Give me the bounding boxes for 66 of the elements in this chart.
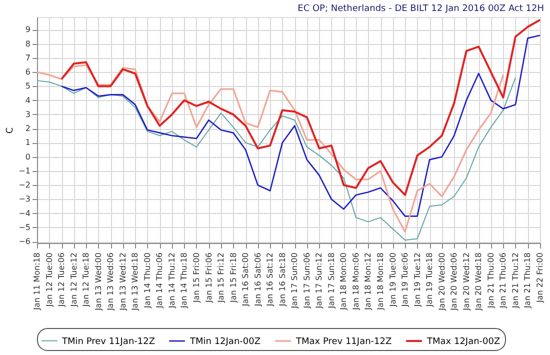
x-tick-label: Jan 19 Tue:18 [425,252,434,308]
x-tick-label: Jan 12 Tue:00 [44,252,54,308]
y-tick-label: 7 [25,53,30,62]
x-tick-label: Jan 12 Tue:18 [82,252,91,308]
x-tick-label: Jan 19 Tue:12 [412,252,422,308]
x-tick-label: Jan 11 Mon:18 [32,252,42,311]
y-tick-label: −3 [18,194,30,204]
x-tick-label: Jan 16 Sat:00 [241,252,250,308]
x-tick-label: Jan 16 Sat:06 [253,252,262,308]
y-tick-label: −5 [18,222,30,232]
x-tick-label: Jan 20 Wed:12 [462,252,471,312]
y-tick-label: −2 [18,180,30,190]
x-tick-label: Jan 17 Sun:18 [326,252,336,310]
y-tick-label: 8 [25,39,30,48]
x-tick-label: Jan 13 Wed:06 [106,252,116,312]
y-tick-label: 3 [25,110,30,119]
x-tick-label: Jan 17 Sun:06 [302,252,312,310]
x-tick-label: Jan 20 Wed:00 [437,252,446,312]
x-tick-label: Jan 16 Sat:12 [266,252,275,308]
legend-label: TMax 12Jan-00Z [426,337,500,347]
y-tick-label: 0 [25,152,30,162]
x-tick-label: Jan 21 Thu:18 [523,252,532,309]
legend-label: TMax Prev 11Jan-12Z [295,337,392,347]
x-tick-label: Jan 19 Tue:00 [388,252,398,308]
x-tick-label: Jan 14 Thu:06 [155,252,164,309]
y-axis-title: C [6,127,16,134]
legend-label: TMin Prev 11Jan-12Z [61,336,156,347]
x-tick-label: Jan 17 Sun:00 [290,252,300,310]
x-tick-label: Jan 18 Mon:06 [351,252,360,311]
x-tick-label: Jan 20 Wed:18 [474,252,484,312]
y-tick-label: −6 [18,237,30,246]
line-series [60,34,541,217]
x-tick-label: Jan 13 Wed:12 [118,252,128,312]
x-tick-label: Jan 15 Fri:06 [204,252,214,304]
x-tick-label: Jan 14 Thu:12 [167,252,176,309]
y-tick-label: 1 [25,138,30,148]
chart-title: EC OP; Netherlands - DE BILT 12 Jan 2016 00Z Act 12H [298,4,544,14]
x-tick-label: Jan 22 Fri:00 [536,252,544,304]
x-tick-label: Jan 13 Wed:18 [130,252,140,312]
x-tick-label: Jan 18 Mon:12 [364,252,373,311]
x-tick-label: Jan 17 Sun:12 [314,252,324,310]
x-tick-label: Jan 16 Sat:18 [278,252,287,308]
x-tick-label: Jan 21 Thu:12 [510,252,520,309]
y-tick-label: 9 [25,25,30,34]
x-tick-label: Jan 12 Tue:12 [69,252,78,308]
line-series [60,18,541,196]
x-tick-label: Jan 20 Wed:06 [450,252,459,312]
x-tick-label: Jan 18 Mon:00 [339,252,348,311]
x-tick-label: Jan 14 Thu:18 [180,252,189,309]
x-tick-label: Jan 21 Thu:06 [498,252,508,309]
y-tick-label: 5 [25,82,30,91]
x-tick-label: Jan 15 Fri:18 [228,252,238,304]
y-tick-label: 2 [25,124,30,134]
y-tick-label: −4 [18,208,30,218]
y-tick-label: −1 [18,166,30,176]
x-tick-label: Jan 12 Tue:06 [57,252,66,308]
x-tick-label: Jan 21 Thu:00 [486,252,496,309]
y-tick-label: 4 [25,96,30,105]
x-tick-label: Jan 18 Mon:18 [376,252,386,311]
x-tick-label: Jan 13 Wed:00 [94,252,103,312]
x-tick-label: Jan 15 Fri:12 [216,252,226,304]
x-tick-label: Jan 15 Fri:00 [192,252,201,304]
legend-label: TMin 12Jan-00Z [189,337,261,347]
y-tick-label: 6 [25,68,30,77]
x-tick-label: Jan 19 Tue:06 [400,252,410,308]
x-tick-label: Jan 14 Thu:00 [142,252,152,309]
